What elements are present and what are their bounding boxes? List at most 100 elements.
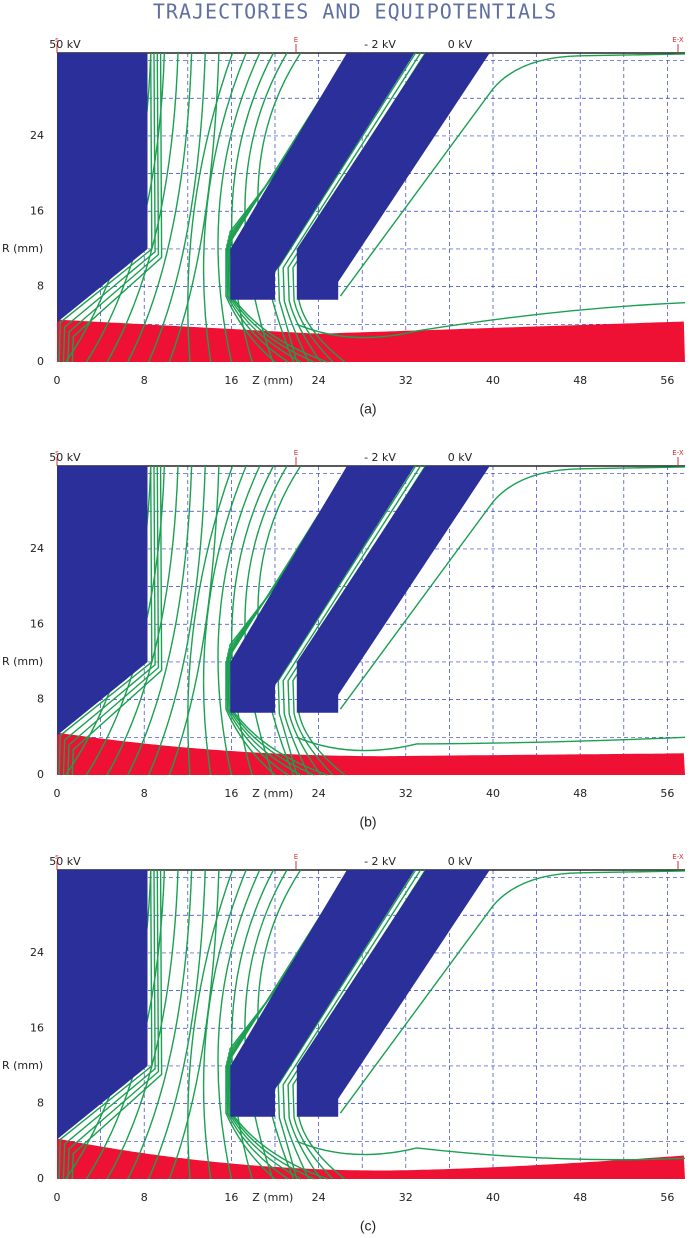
x-tick-label: 16 xyxy=(224,374,238,387)
beam xyxy=(57,732,685,775)
y-axis-label: R (mm) xyxy=(2,242,43,255)
equipotential xyxy=(217,869,261,1180)
equipotential xyxy=(58,869,153,1180)
equipotential xyxy=(292,869,431,1180)
x-tick-label: 16 xyxy=(224,787,238,800)
x-tick-label: 56 xyxy=(660,787,674,800)
equipotential xyxy=(71,465,163,776)
trajectory xyxy=(339,466,686,710)
equipotential xyxy=(147,52,206,363)
panel-caption: (b) xyxy=(359,814,376,830)
beam xyxy=(57,319,685,362)
y-tick-label: 0 xyxy=(37,355,44,368)
trajectory xyxy=(296,301,686,339)
equipotential xyxy=(106,465,179,776)
voltage-label: 0 kV xyxy=(448,38,473,51)
marker-label: E-X xyxy=(672,853,684,861)
trajectory xyxy=(339,870,686,1114)
x-tick-label: 48 xyxy=(573,374,587,387)
x-tick-label: 48 xyxy=(573,1191,587,1204)
y-tick-label: 16 xyxy=(30,617,44,630)
trajectory xyxy=(296,736,686,752)
equipotential xyxy=(147,869,206,1180)
x-tick-label: 8 xyxy=(141,787,148,800)
equipotential xyxy=(225,52,350,363)
equipotential xyxy=(226,465,355,776)
trajectory xyxy=(339,53,686,297)
trajectory xyxy=(296,1140,686,1161)
panel-caption: (c) xyxy=(360,1218,376,1234)
y-tick-label: 8 xyxy=(37,280,44,293)
x-tick-label: 32 xyxy=(399,787,413,800)
equipotential xyxy=(62,465,156,776)
x-tick-label: 40 xyxy=(486,374,500,387)
y-tick-label: 0 xyxy=(37,768,44,781)
x-tick-label: 8 xyxy=(141,1191,148,1204)
equipotential xyxy=(127,869,193,1180)
panel: 0 8 16 24 32 40 48 56 0 8 16 24 Z (mm) R (mm) 50 kV - 2… xyxy=(2,449,686,830)
panel: 0 8 16 24 32 40 48 56 0 8 16 24 Z (mm) R (mm) 50 kV - 2… xyxy=(2,853,686,1234)
equipotential xyxy=(244,52,288,363)
voltage-label: 50 kV xyxy=(49,451,81,464)
equipotential xyxy=(202,465,247,776)
equipotential xyxy=(217,52,261,363)
marker-label: E xyxy=(294,36,298,44)
equipotential xyxy=(67,465,160,776)
equipotential xyxy=(187,465,234,776)
electrode-0kv xyxy=(296,870,490,1117)
marker-label: E-X xyxy=(672,36,684,44)
x-tick-label: 0 xyxy=(54,374,61,387)
equipotential xyxy=(297,465,436,776)
marker-label: s xyxy=(55,449,59,457)
x-tick-label: 40 xyxy=(486,787,500,800)
equipotential xyxy=(106,869,179,1180)
equipotential xyxy=(297,52,436,363)
figure-title: TRAJECTORIES AND EQUIPOTENTIALS xyxy=(153,0,557,24)
voltage-label: - 2 kV xyxy=(364,451,396,464)
x-tick-label: 32 xyxy=(399,374,413,387)
x-tick-label: 24 xyxy=(312,787,326,800)
voltage-label: 0 kV xyxy=(448,855,473,868)
equipotential xyxy=(225,869,350,1180)
electrode-minus-2kv xyxy=(230,466,415,713)
y-tick-label: 24 xyxy=(30,946,44,959)
equipotential xyxy=(230,869,274,1180)
voltage-label: - 2 kV xyxy=(364,38,396,51)
y-tick-label: 16 xyxy=(30,1021,44,1034)
equipotential xyxy=(287,52,427,363)
y-axis-label: R (mm) xyxy=(2,1059,43,1072)
voltage-label: - 2 kV xyxy=(364,855,396,868)
marker-label: E-X xyxy=(672,449,684,457)
panel-caption: (a) xyxy=(359,401,376,417)
equipotential xyxy=(127,52,193,363)
equipotential xyxy=(227,465,360,776)
marker-label: E xyxy=(294,853,298,861)
equipotential xyxy=(187,869,234,1180)
equipotential xyxy=(71,52,163,363)
equipotential xyxy=(297,869,436,1180)
marker-label: s xyxy=(55,36,59,44)
equipotential xyxy=(230,465,274,776)
x-tick-label: 8 xyxy=(141,374,148,387)
equipotential xyxy=(187,52,234,363)
y-tick-label: 8 xyxy=(37,1097,44,1110)
equipotential xyxy=(287,869,427,1180)
equipotential xyxy=(287,465,427,776)
electrode-0kv xyxy=(296,466,490,713)
electrode-50kv xyxy=(57,466,148,736)
equipotential xyxy=(58,465,153,776)
voltage-label: 50 kV xyxy=(49,38,81,51)
y-axis-label: R (mm) xyxy=(2,655,43,668)
x-axis-label: Z (mm) xyxy=(252,1191,293,1204)
equipotential xyxy=(62,869,156,1180)
x-tick-label: 48 xyxy=(573,787,587,800)
equipotential xyxy=(257,869,302,1180)
equipotential xyxy=(58,52,153,363)
equipotential xyxy=(230,52,274,363)
equipotential xyxy=(202,52,247,363)
equipotential xyxy=(217,465,261,776)
y-tick-label: 8 xyxy=(37,693,44,706)
marker-label: E xyxy=(294,449,298,457)
voltage-label: 0 kV xyxy=(448,451,473,464)
marker-label: s xyxy=(55,853,59,861)
